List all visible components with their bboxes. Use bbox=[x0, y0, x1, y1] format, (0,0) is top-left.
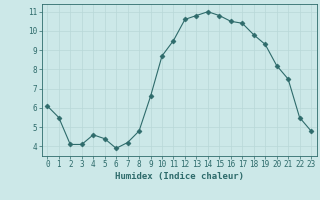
X-axis label: Humidex (Indice chaleur): Humidex (Indice chaleur) bbox=[115, 172, 244, 181]
